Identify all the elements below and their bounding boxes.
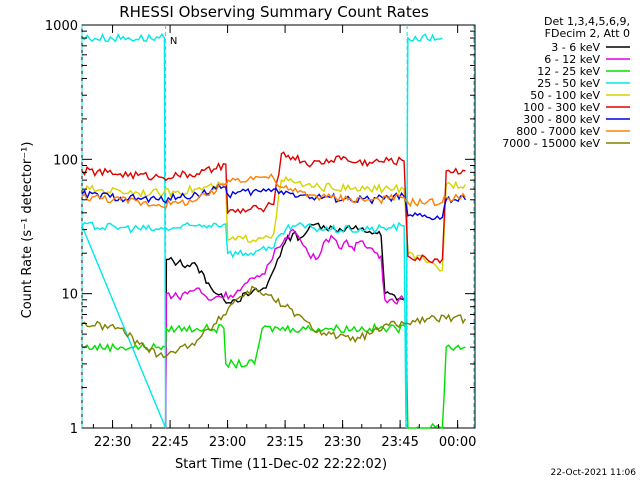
series-line-3-6-kev — [164, 222, 405, 429]
series-line-800-7000-kev — [81, 173, 466, 209]
y-tick-label: 1000 — [45, 19, 78, 34]
series-line-300-800-kev — [81, 183, 467, 221]
x-tick-label: 22:45 — [151, 435, 188, 450]
series-line-6-12-kev — [164, 228, 405, 429]
y-tick-label: 100 — [53, 153, 78, 168]
legend-label: 100 - 300 keV — [523, 101, 600, 114]
legend-header: FDecim 2, Att 0 — [545, 27, 630, 40]
x-tick-label: 23:00 — [209, 435, 246, 450]
x-axis: 22:30 22:45 23:00 23:15 23:30 23:45 00:00 — [92, 25, 476, 450]
y-axis: 1 10 100 1000 — [45, 19, 475, 437]
legend-header: Det 1,3,4,5,6,9, — [544, 15, 630, 28]
y-tick-label: 1 — [70, 422, 78, 437]
y-tick-label: 10 — [61, 288, 78, 303]
legend: Det 1,3,4,5,6,9,FDecim 2, Att 03 - 6 keV… — [502, 15, 630, 150]
plot-content: N — [81, 25, 475, 429]
x-tick-label: 23:15 — [266, 435, 303, 450]
x-tick-label: 00:00 — [439, 435, 476, 450]
night-flag-label: N — [170, 36, 177, 47]
x-tick-label: 22:30 — [94, 435, 131, 450]
legend-label: 6 - 12 keV — [544, 53, 600, 66]
series-line-50-100-kev — [81, 175, 466, 272]
legend-label: 3 - 6 keV — [551, 41, 600, 54]
y-axis-label: Count Rate (s⁻¹ detector⁻¹) — [20, 142, 35, 319]
timestamp: 22-Oct-2021 11:06 — [551, 468, 637, 478]
legend-label: 300 - 800 keV — [523, 113, 600, 126]
x-tick-label: 23:30 — [324, 435, 361, 450]
series-line-25-50-kev — [81, 32, 443, 429]
legend-label: 7000 - 15000 keV — [502, 137, 600, 150]
legend-label: 800 - 7000 keV — [516, 125, 600, 138]
x-tick-label: 23:45 — [381, 435, 418, 450]
x-axis-label: Start Time (11-Dec-02 22:22:02) — [175, 457, 387, 472]
legend-label: 12 - 25 keV — [537, 65, 600, 78]
series-line-12-25-kev — [81, 322, 466, 429]
chart-title: RHESSI Observing Summary Count Rates — [119, 3, 429, 21]
legend-label: 25 - 50 keV — [537, 77, 600, 90]
series-line-7000-15000-kev — [81, 285, 467, 359]
legend-label: 50 - 100 keV — [530, 89, 600, 102]
